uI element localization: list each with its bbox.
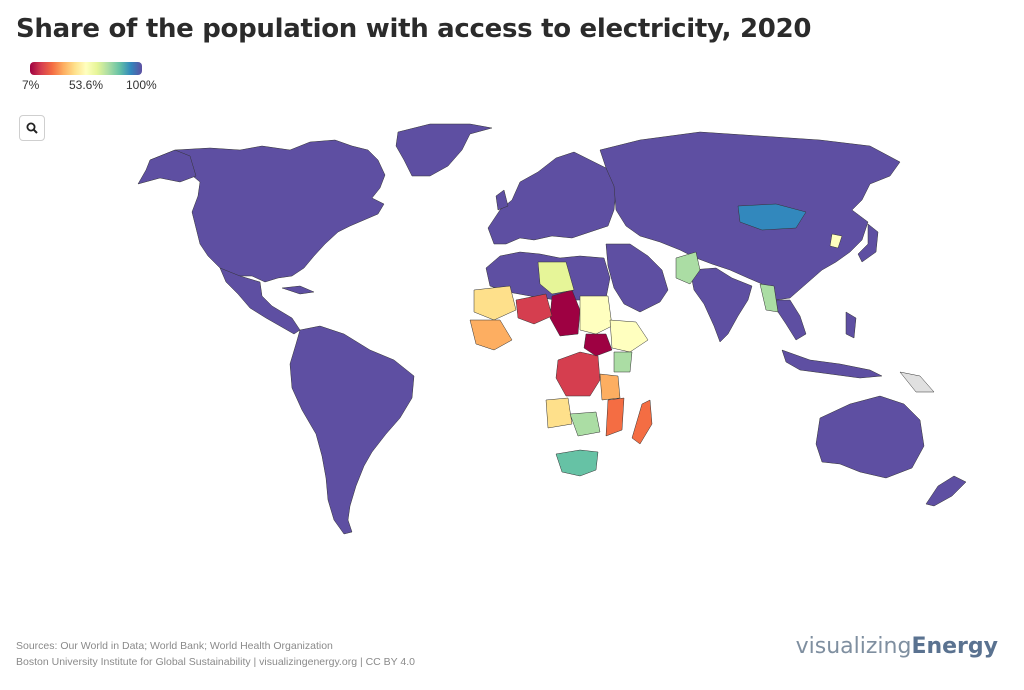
brand-light: visualizing [795, 634, 912, 659]
country-papua-new-guinea[interactable] [899, 371, 935, 393]
footer-sources: Sources: Our World in Data; World Bank; … [16, 638, 415, 670]
country-angola[interactable] [545, 397, 573, 429]
country-greenland[interactable] [395, 123, 493, 177]
country-mozambique[interactable] [605, 397, 625, 437]
sources-text: Sources: Our World in Data; World Bank; … [16, 640, 333, 652]
country-south-africa[interactable] [555, 449, 599, 477]
country-middle-east[interactable] [605, 243, 669, 313]
country-indonesia[interactable] [781, 349, 883, 379]
country-libya[interactable] [537, 261, 575, 295]
credit-text: Boston University Institute for Global S… [16, 656, 416, 668]
country-zambia[interactable] [569, 411, 601, 437]
country-dr-congo[interactable] [555, 351, 601, 397]
country-mali[interactable] [473, 285, 517, 321]
country-madagascar[interactable] [631, 399, 653, 445]
country-ethiopia[interactable] [609, 319, 649, 353]
country-south-america[interactable] [289, 325, 415, 535]
country-japan[interactable] [857, 223, 879, 263]
country-north-korea[interactable] [829, 233, 843, 249]
country-pakistan[interactable] [675, 251, 701, 285]
country-europe[interactable] [487, 151, 617, 245]
country-niger[interactable] [515, 293, 553, 325]
color-legend: 7% 53.6% 100% [22, 62, 157, 94]
country-myanmar[interactable] [759, 283, 779, 313]
country-sudan[interactable] [579, 295, 613, 335]
country-india[interactable] [689, 267, 753, 343]
country-tanzania[interactable] [599, 373, 621, 401]
country-north-america[interactable] [149, 139, 386, 283]
chart-title: Share of the population with access to e… [16, 14, 812, 44]
country-uk[interactable] [495, 189, 509, 211]
country-philippines[interactable] [845, 311, 857, 339]
legend-min-label: 7% [22, 78, 40, 92]
country-cuba[interactable] [281, 285, 315, 295]
legend-mid-label: 53.6% [69, 78, 104, 92]
brand-bold: Energy [911, 634, 998, 659]
zoom-button[interactable] [19, 115, 45, 141]
country-west-africa[interactable] [469, 319, 513, 351]
legend-gradient-bar [30, 62, 142, 75]
country-southeast-asia[interactable] [775, 299, 807, 341]
brand-logo: visualizingEnergy [796, 634, 998, 659]
country-australia[interactable] [815, 395, 925, 479]
country-new-zealand[interactable] [925, 475, 967, 507]
legend-max-label: 100% [126, 78, 157, 92]
country-alaska[interactable] [137, 149, 197, 185]
country-mongolia[interactable] [737, 203, 807, 231]
country-south-sudan[interactable] [583, 333, 613, 357]
magnifier-icon [26, 122, 38, 134]
country-kenya[interactable] [613, 351, 633, 373]
